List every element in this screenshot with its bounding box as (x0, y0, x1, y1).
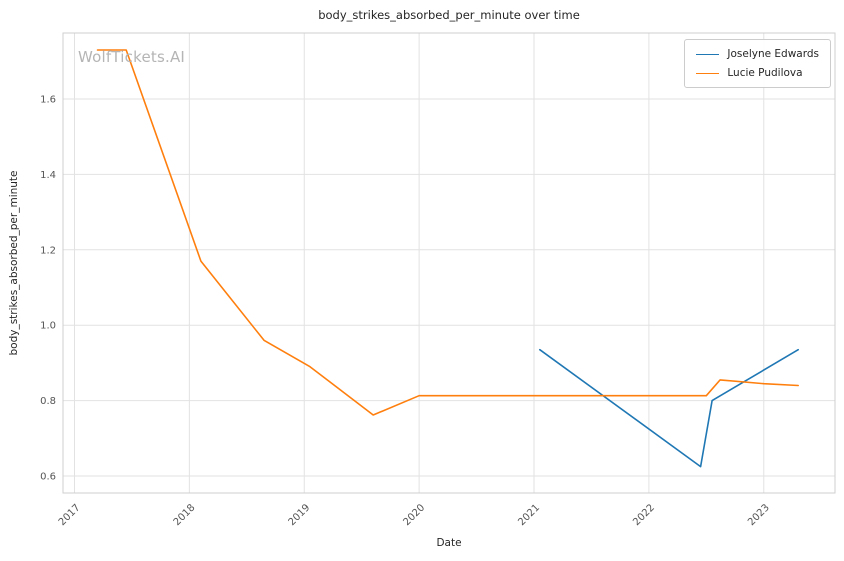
legend-line-swatch-orange (696, 72, 720, 74)
x-tick-label: 2018 (172, 502, 198, 528)
y-tick-label: 1.2 (40, 245, 56, 256)
line-series-1 (96, 49, 800, 416)
x-tick-label: 2022 (631, 502, 657, 528)
legend-item-joselyne-edwards: Joselyne Edwards (696, 48, 819, 60)
y-tick-label: 1.6 (40, 94, 56, 105)
watermark: WolfTickets.AI (78, 48, 186, 66)
legend-line-swatch-blue (696, 53, 720, 55)
line-series-0 (538, 348, 800, 468)
y-tick-label: 0.8 (40, 396, 56, 407)
x-tick-label: 2019 (287, 502, 313, 528)
legend: Joselyne Edwards Lucie Pudilova (684, 39, 831, 88)
y-tick-label: 1.4 (40, 170, 56, 181)
y-axis-label: body_strikes_absorbed_per_minute (8, 170, 20, 356)
legend-label: Lucie Pudilova (727, 67, 803, 79)
x-axis-label: Date (436, 537, 462, 549)
y-tick-label: 1.0 (40, 321, 56, 332)
legend-label: Joselyne Edwards (727, 48, 819, 60)
x-tick-label: 2021 (516, 502, 542, 528)
chart-title: body_strikes_absorbed_per_minute over ti… (318, 8, 580, 22)
y-tick-label: 0.6 (40, 472, 56, 483)
x-tick-label: 2023 (746, 502, 772, 528)
x-tick-label: 2020 (401, 502, 427, 528)
legend-item-lucie-pudilova: Lucie Pudilova (696, 67, 819, 79)
plot-border (62, 32, 836, 494)
x-tick-label: 2017 (57, 502, 83, 528)
